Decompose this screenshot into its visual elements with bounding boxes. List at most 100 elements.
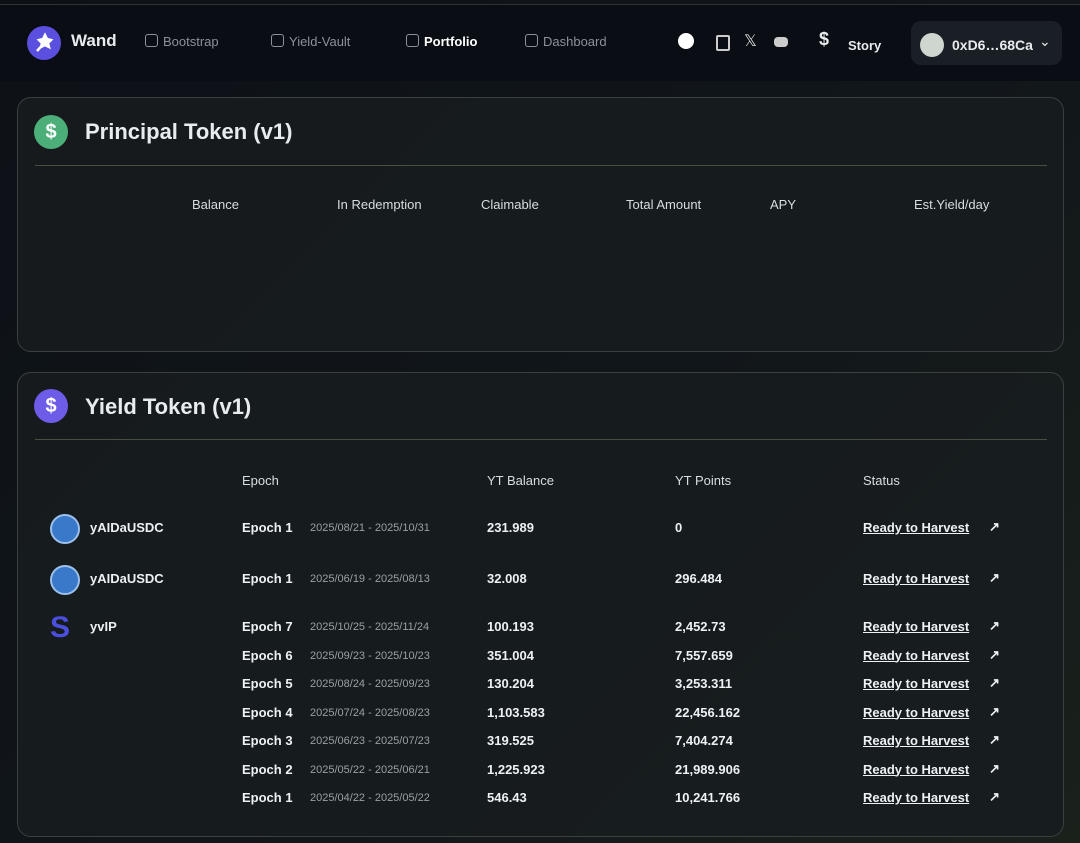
- harvest-link[interactable]: Ready to Harvest: [863, 647, 970, 663]
- divider: [35, 165, 1047, 166]
- yt-balance: 100.193: [487, 619, 534, 634]
- discord-icon[interactable]: [774, 37, 788, 47]
- external-icon[interactable]: ↗: [989, 675, 1000, 690]
- token-name: yAIDaUSDC: [90, 520, 164, 535]
- story-icon: $: [819, 29, 830, 49]
- epoch: Epoch 7: [242, 619, 293, 634]
- token-icon: $: [34, 115, 68, 149]
- external-icon[interactable]: ↗: [989, 732, 1000, 747]
- epoch-dates: 2025/06/23 - 2025/07/23: [310, 735, 430, 747]
- column-header: Total Amount: [626, 197, 702, 212]
- column-header: APY: [770, 197, 797, 212]
- yt-balance: 1,225.923: [487, 761, 545, 777]
- yt-balance: 546.43: [487, 790, 527, 805]
- epoch: Epoch 4: [242, 704, 293, 720]
- column-header: Balance: [192, 197, 239, 212]
- external-icon[interactable]: ↗: [989, 703, 1000, 719]
- epoch-dates: 2025/04/22 - 2025/05/22: [310, 792, 430, 804]
- epoch: Epoch 3: [242, 733, 293, 748]
- yt-balance: 1,103.583: [487, 704, 545, 720]
- docs-icon[interactable]: [716, 35, 730, 51]
- epoch: Epoch 6: [242, 647, 293, 663]
- epoch-dates: 2025/08/24 - 2025/09/23: [310, 678, 430, 690]
- epoch-dates: 2025/07/24 - 2025/08/23: [310, 706, 430, 719]
- column-header: In Redemption: [337, 197, 422, 212]
- column-header: YT Points: [675, 473, 732, 488]
- harvest-link[interactable]: Ready to Harvest: [863, 733, 970, 748]
- navbar: Wand 𝕏 $ Story 0xD6…68Ca ⌄ Bootstrap Yiel…: [0, 4, 1080, 81]
- harvest-link[interactable]: Ready to Harvest: [863, 571, 970, 586]
- nav-link[interactable]: Dashboard: [543, 34, 607, 49]
- external-icon[interactable]: ↗: [989, 618, 1000, 633]
- network[interactable]: Story: [848, 38, 882, 53]
- harvest-link[interactable]: Ready to Harvest: [863, 704, 970, 720]
- chevron[interactable]: ⌄: [1039, 33, 1051, 49]
- theme-toggle[interactable]: [678, 33, 694, 49]
- external-icon[interactable]: ↗: [989, 570, 1000, 585]
- avatar: [920, 33, 944, 57]
- nav-icon: [525, 34, 538, 47]
- column-header: YT Balance: [487, 473, 554, 488]
- external-icon[interactable]: ↗: [989, 789, 1000, 804]
- external-icon[interactable]: ↗: [989, 519, 1000, 534]
- epoch: Epoch 5: [242, 676, 293, 691]
- token-icon: [50, 514, 80, 544]
- token-name: yAIDaUSDC: [90, 571, 164, 586]
- principal-card: $ Principal Token (v1) Balance In Redempt…: [17, 97, 1064, 352]
- column-header: Claimable: [481, 197, 539, 212]
- harvest-link[interactable]: Ready to Harvest: [863, 761, 970, 777]
- epoch-dates: 2025/06/19 - 2025/08/13: [310, 573, 430, 585]
- yt-balance: 32.008: [487, 571, 527, 586]
- nav-link[interactable]: Bootstrap: [163, 34, 219, 49]
- harvest-link[interactable]: Ready to Harvest: [863, 676, 970, 691]
- card-title: Yield Token (v1): [85, 394, 252, 419]
- token-name: yvIP: [90, 619, 117, 634]
- yt-points: 3,253.311: [675, 676, 733, 691]
- brand[interactable]: Wand: [71, 31, 117, 50]
- yt-points: 296.484: [675, 571, 722, 586]
- epoch: Epoch 2: [242, 761, 293, 777]
- nav-icon: [271, 34, 284, 47]
- token-icon: S: [50, 611, 71, 644]
- yt-balance: 351.004: [487, 647, 534, 663]
- external-icon[interactable]: ↗: [989, 646, 1000, 662]
- yt-balance: 319.525: [487, 733, 534, 748]
- epoch: Epoch 1: [242, 571, 293, 586]
- epoch-dates: 2025/09/23 - 2025/10/23: [310, 649, 430, 662]
- nav-icon: [145, 34, 158, 47]
- column-header: Epoch: [242, 473, 279, 488]
- divider: [35, 439, 1047, 440]
- yt-balance: 231.989: [487, 520, 534, 535]
- harvest-link[interactable]: Ready to Harvest: [863, 619, 970, 634]
- yt-points: 7,404.274: [675, 733, 733, 748]
- epoch-dates: 2025/05/22 - 2025/06/21: [310, 763, 430, 776]
- epoch-dates: 2025/10/25 - 2025/11/24: [310, 621, 430, 633]
- column-header: Est.Yield/day: [914, 197, 990, 212]
- column-header: Status: [863, 473, 900, 488]
- epoch: Epoch 1: [242, 790, 293, 805]
- yt-balance: 130.204: [487, 676, 534, 691]
- nav-icon: [406, 34, 419, 47]
- yt-points: 0: [675, 520, 683, 535]
- wallet-address[interactable]: 0xD6…68Ca: [952, 37, 1033, 53]
- yt-points: 7,557.659: [675, 647, 733, 663]
- yt-points: 22,456.162: [675, 704, 741, 720]
- x-icon[interactable]: 𝕏: [744, 33, 757, 50]
- harvest-link[interactable]: Ready to Harvest: [863, 520, 970, 535]
- logo: [27, 26, 61, 60]
- token-icon: [50, 565, 80, 595]
- token-icon: $: [34, 389, 68, 423]
- epoch: Epoch 1: [242, 520, 293, 535]
- harvest-link[interactable]: Ready to Harvest: [863, 790, 970, 805]
- nav-link[interactable]: Portfolio: [424, 34, 478, 49]
- card-title: Principal Token (v1): [85, 119, 293, 144]
- yield-card: $ Yield Token (v1) Epoch YT Balance YT Poi…: [17, 372, 1064, 837]
- epoch-dates: 2025/08/21 - 2025/10/31: [310, 522, 430, 534]
- yt-points: 2,452.73: [675, 619, 726, 634]
- yt-points: 10,241.766: [675, 790, 741, 805]
- nav-link[interactable]: Yield-Vault: [289, 34, 351, 49]
- external-icon[interactable]: ↗: [989, 760, 1000, 776]
- yt-points: 21,989.906: [675, 761, 741, 777]
